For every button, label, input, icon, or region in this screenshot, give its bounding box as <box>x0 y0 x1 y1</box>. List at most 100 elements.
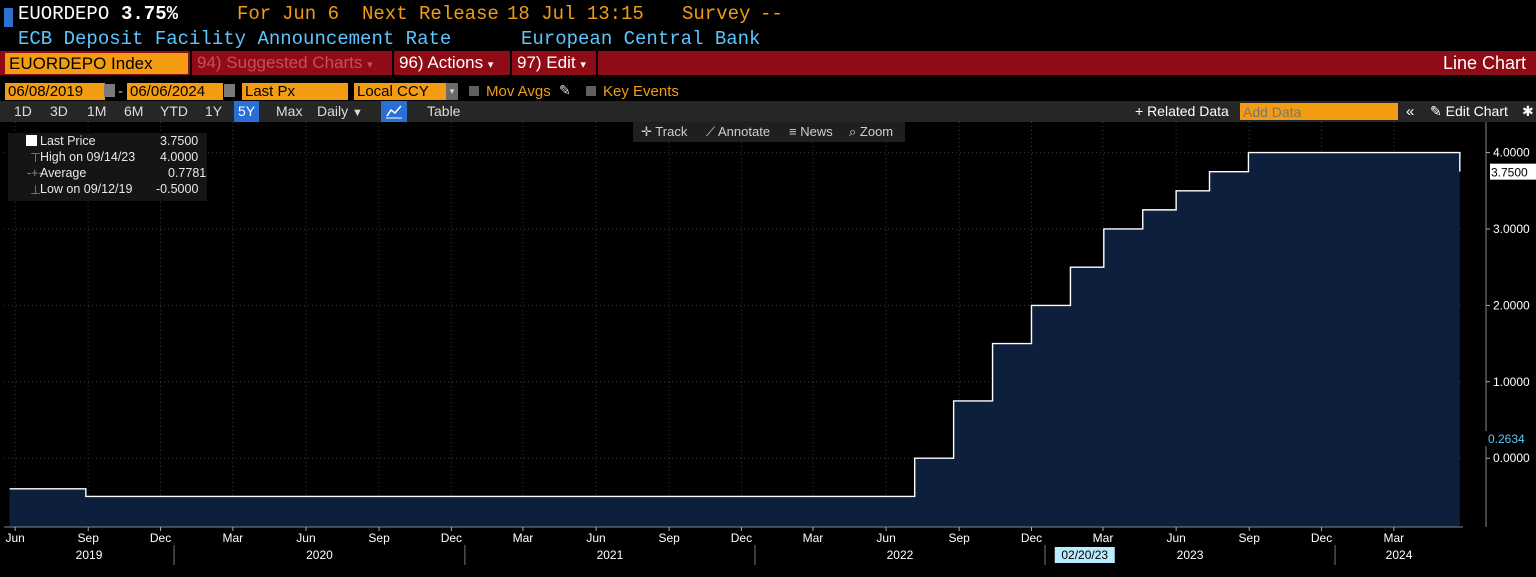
news-label: News <box>800 124 833 139</box>
toolbar-divider <box>190 51 192 75</box>
crosshair-date-label: 02/20/23 <box>1061 548 1108 562</box>
x-tick-label: Dec <box>1311 531 1332 545</box>
track-label: Track <box>655 124 688 139</box>
next-release-value: 18 Jul 13:15 <box>507 3 644 25</box>
x-tick-label: Dec <box>1021 531 1042 545</box>
legend-high-value: 4.0000 <box>160 150 199 164</box>
range-3d[interactable]: 3D <box>50 103 68 119</box>
annotate-button[interactable]: ⟋ Annotate <box>706 122 770 142</box>
suggested-charts-button[interactable]: 94) Suggested Charts ▾ <box>197 51 373 75</box>
currency-select-text: Local CCY <box>357 83 429 100</box>
field-select[interactable]: Last Px <box>242 83 348 100</box>
crosshair-icon: ✛ <box>641 124 652 139</box>
edit-button[interactable]: 97) Edit ▾ <box>517 51 586 75</box>
start-date-input[interactable]: 06/08/2019 <box>5 83 105 100</box>
key-events-checkbox[interactable] <box>586 86 596 96</box>
crosshair-date-box <box>1054 547 1115 563</box>
chevron-down-icon: ▾ <box>580 59 586 71</box>
toolbar-divider <box>596 51 598 75</box>
command-toolbar <box>0 51 1536 75</box>
news-button[interactable]: ≡ News <box>789 122 833 142</box>
table-button[interactable]: Table <box>427 103 461 119</box>
area-fill <box>9 152 1460 527</box>
x-year-label: 2019 <box>76 548 103 562</box>
actions-button[interactable]: 96) Actions ▾ <box>399 51 493 75</box>
range-6m[interactable]: 6M <box>124 103 144 119</box>
periodicity-select[interactable]: Daily ▼ <box>317 101 363 122</box>
edit-label: 97) Edit <box>517 53 576 72</box>
pencil-icon[interactable]: ✎ <box>559 82 571 98</box>
zoom-button[interactable]: ⌕ Zoom <box>849 122 893 142</box>
start-date-text: 06/08/2019 <box>8 83 84 100</box>
field-select-text: Last Px <box>245 83 296 100</box>
actions-label: 96) Actions <box>399 53 484 72</box>
annotate-label: Annotate <box>718 124 771 139</box>
legend-low-value: -0.5000 <box>156 182 199 196</box>
x-tick-label: Sep <box>949 531 971 545</box>
key-events-label: Key Events <box>603 83 679 100</box>
range-5y[interactable]: 5Y <box>234 101 260 122</box>
average-marker-icon: -+- <box>27 166 43 180</box>
range-1m[interactable]: 1M <box>87 103 107 119</box>
survey-value: -- <box>760 3 783 25</box>
track-button[interactable]: ✛ Track <box>641 122 687 142</box>
x-year-label: 2021 <box>597 548 624 562</box>
for-label: For <box>237 3 272 25</box>
x-tick-label: Dec <box>731 531 752 545</box>
calendar-icon[interactable] <box>224 84 235 97</box>
line-chart-icon[interactable] <box>381 101 407 122</box>
crosshair-value-box <box>1485 431 1536 447</box>
security-field[interactable]: EUORDEPO Index <box>5 53 188 74</box>
x-tick-label: Sep <box>368 531 390 545</box>
series-swatch[interactable] <box>26 135 37 146</box>
x-year-label: 2024 <box>1386 548 1413 562</box>
x-year-label: 2023 <box>1177 548 1204 562</box>
security-field-text: EUORDEPO Index <box>9 54 153 73</box>
next-release-label: Next Release <box>362 3 499 25</box>
chevron-down-icon: ▾ <box>367 59 373 71</box>
x-tick-label: Sep <box>1239 531 1261 545</box>
range-1d[interactable]: 1D <box>14 103 32 119</box>
x-tick-label: Mar <box>223 531 244 545</box>
end-date-text: 06/06/2024 <box>130 83 206 100</box>
ticker-symbol: EUORDEPO <box>18 3 110 25</box>
x-tick-label: Jun <box>296 531 315 545</box>
chart-tools-bar <box>633 122 905 142</box>
currency-select[interactable]: Local CCY <box>354 83 458 100</box>
chevron-down-icon: ▾ <box>487 59 494 71</box>
x-tick-label: Jun <box>1166 531 1185 545</box>
toolbar-divider <box>510 51 512 75</box>
x-tick-label: Dec <box>441 531 462 545</box>
legend-last-price-value: 3.7500 <box>160 134 199 148</box>
x-year-label: 2020 <box>306 548 333 562</box>
edit-chart-button[interactable]: ✎ Edit Chart <box>1430 101 1508 122</box>
x-axis: Jun Sep Dec Mar Jun Sep Dec Mar Jun Sep Dec Mar Jun S… <box>4 526 1463 565</box>
legend-average-value: 0.7781 <box>168 166 207 180</box>
suggested-charts-label: 94) Suggested Charts <box>197 53 363 72</box>
crosshair-value-label: 0.2634 <box>1488 432 1525 446</box>
legend-last-price-label: Last Price <box>40 134 96 148</box>
news-icon: ≡ <box>789 124 797 139</box>
range-max[interactable]: Max <box>276 103 303 119</box>
zoom-label: Zoom <box>859 124 894 139</box>
legend-average-label: Average <box>40 166 87 180</box>
chevron-down-icon: ▼ <box>352 107 363 119</box>
range-1y[interactable]: 1Y <box>205 103 223 119</box>
mov-avgs-checkbox[interactable] <box>469 86 479 96</box>
x-tick-label: Mar <box>803 531 824 545</box>
range-ytd[interactable]: YTD <box>160 103 188 119</box>
annotate-icon: ⟋ <box>706 124 716 139</box>
chevron-down-icon[interactable]: ▾ <box>446 83 458 100</box>
low-marker-icon: ⊥ <box>30 183 41 197</box>
settings-icon[interactable]: ✱ <box>1522 103 1534 119</box>
cursor-marker <box>4 8 13 27</box>
calendar-icon[interactable] <box>104 84 115 97</box>
security-source: European Central Bank <box>521 28 761 50</box>
collapse-icon[interactable]: « <box>1406 103 1415 120</box>
legend-low-label: Low on 09/12/19 <box>40 182 133 196</box>
x-tick-label: Mar <box>1093 531 1114 545</box>
add-data-input[interactable] <box>1240 103 1398 120</box>
end-date-input[interactable]: 06/06/2024 <box>127 83 223 100</box>
y-tick-label: 2.0000 <box>1493 298 1530 312</box>
related-data-button[interactable]: + Related Data <box>1135 103 1229 119</box>
